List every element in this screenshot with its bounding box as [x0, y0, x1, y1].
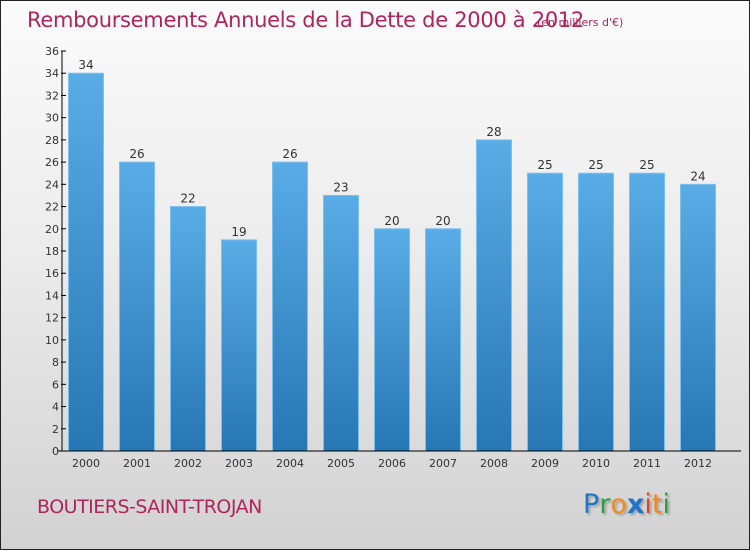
bar-2007: [425, 228, 461, 452]
y-tick-label: 30: [45, 112, 59, 125]
logo-letter: o: [610, 489, 627, 520]
data-label: 26: [129, 147, 144, 161]
data-label: 34: [78, 58, 93, 72]
x-tick-label: 2012: [684, 457, 712, 470]
chart-subtitle: (en milliers d'€): [537, 16, 624, 29]
logo-letter: i: [662, 489, 670, 520]
y-tick-label: 14: [45, 289, 59, 302]
data-label: 25: [639, 158, 654, 172]
y-tick-label: 4: [52, 401, 59, 414]
bar-2011: [629, 172, 665, 452]
y-tick-label: 22: [45, 201, 59, 214]
bar-2012: [680, 183, 716, 452]
y-tick-label: 10: [45, 334, 59, 347]
data-label: 28: [486, 125, 501, 139]
bar-2005: [323, 194, 359, 452]
logo-letter: x: [626, 489, 645, 520]
y-tick-label: 36: [45, 45, 59, 58]
y-tick-label: 32: [45, 89, 59, 102]
bars: 34 26 22 19 26 23 20 20 28 25 25 25 24: [68, 58, 716, 452]
bar-2006: [374, 228, 410, 452]
data-label: 22: [180, 192, 195, 206]
data-label: 25: [588, 158, 603, 172]
bar-2001: [119, 161, 155, 452]
logo-letter: t: [651, 489, 663, 520]
logo-letter: i: [644, 489, 652, 520]
bar-2003: [221, 239, 257, 452]
bar-2000: [68, 72, 104, 452]
data-label: 24: [690, 169, 705, 183]
chart-title: Remboursements Annuels de la Dette de 20…: [27, 8, 584, 32]
data-label: 20: [384, 214, 399, 228]
x-tick-label: 2002: [174, 457, 202, 470]
commune-name: BOUTIERS-SAINT-TROJAN: [37, 496, 262, 518]
logo-letter: P: [583, 489, 600, 520]
x-tick-label: 2008: [480, 457, 508, 470]
x-tick-label: 2001: [123, 457, 151, 470]
x-tick-label: 2007: [429, 457, 457, 470]
data-label: 19: [231, 225, 246, 239]
bar-2010: [578, 172, 614, 452]
y-tick-label: 20: [45, 223, 59, 236]
x-tick-label: 2000: [72, 457, 100, 470]
x-axis: 2000 2001 2002 2003 2004 2005 2006 2007 2008 2009…: [58, 450, 741, 470]
x-tick-label: 2004: [276, 457, 304, 470]
bar-2008: [476, 139, 512, 452]
data-label: 23: [333, 180, 348, 194]
y-tick-label: 24: [45, 178, 59, 191]
data-label: 25: [537, 158, 552, 172]
y-tick-label: 26: [45, 156, 59, 169]
x-tick-label: 2009: [531, 457, 559, 470]
y-tick-label: 12: [45, 312, 59, 325]
x-tick-label: 2010: [582, 457, 610, 470]
x-tick-label: 2003: [225, 457, 253, 470]
y-tick-label: 28: [45, 134, 59, 147]
bar-2009: [527, 172, 563, 452]
y-tick-label: 6: [52, 378, 59, 391]
proxiti-logo[interactable]: Proxiti: [583, 489, 670, 520]
data-label: 20: [435, 214, 450, 228]
x-tick-label: 2006: [378, 457, 406, 470]
y-tick-label: 16: [45, 267, 59, 280]
y-tick-label: 0: [52, 445, 59, 458]
logo-letter: r: [599, 489, 611, 520]
bar-2002: [170, 206, 206, 452]
x-tick-label: 2011: [633, 457, 661, 470]
y-tick-label: 2: [52, 423, 59, 436]
y-tick-label: 34: [45, 67, 59, 80]
y-tick-label: 8: [52, 356, 59, 369]
y-tick-label: 18: [45, 245, 59, 258]
bar-2004: [272, 161, 308, 452]
data-label: 26: [282, 147, 297, 161]
x-tick-label: 2005: [327, 457, 355, 470]
